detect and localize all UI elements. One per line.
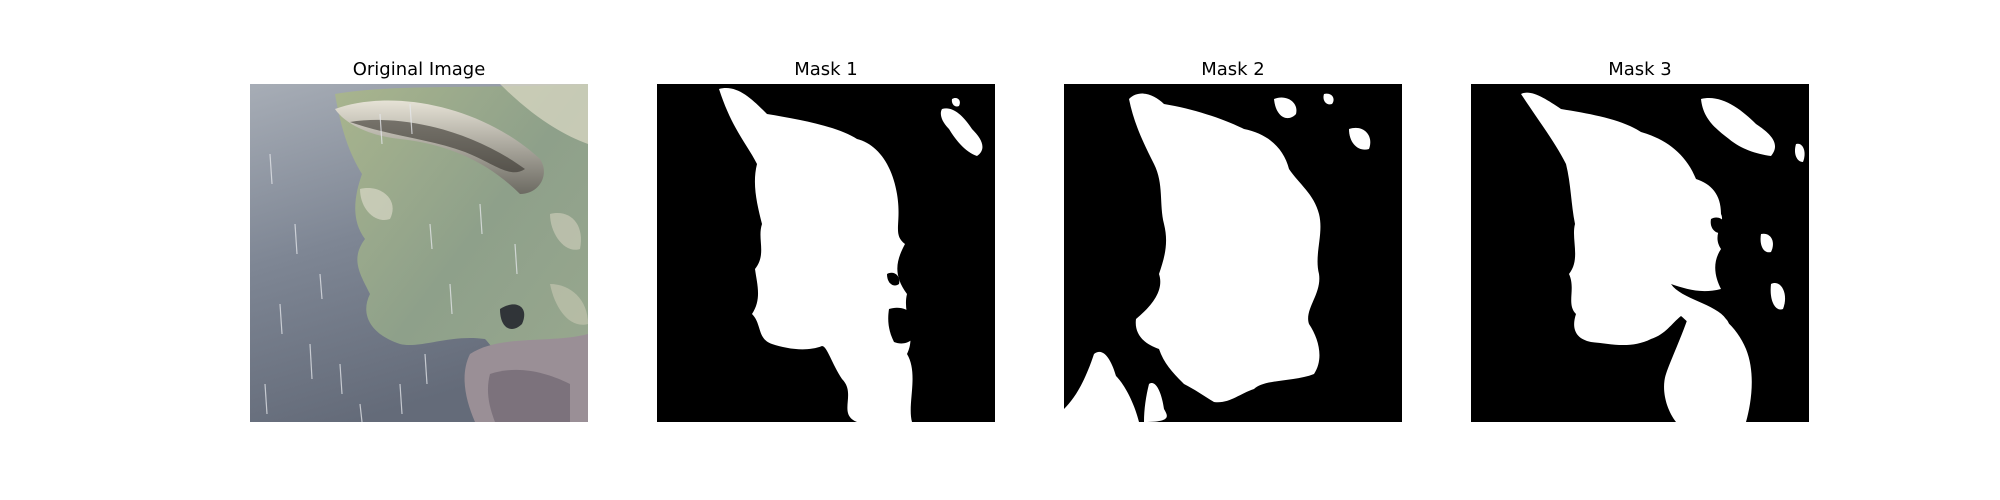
mask-2-graphic [1064, 84, 1402, 422]
mask-1-title: Mask 1 [794, 59, 858, 80]
original-image-title: Original Image [352, 59, 486, 80]
mask-2-image [1064, 84, 1402, 422]
original-image-graphic [250, 84, 588, 422]
mask-2-title: Mask 2 [1201, 59, 1265, 80]
mask-3-graphic [1471, 84, 1809, 422]
mask-1-graphic [657, 84, 995, 422]
mask-3-title: Mask 3 [1608, 59, 1672, 80]
original-image [250, 84, 588, 422]
mask-1-image [657, 84, 995, 422]
mask-3-image [1471, 84, 1809, 422]
